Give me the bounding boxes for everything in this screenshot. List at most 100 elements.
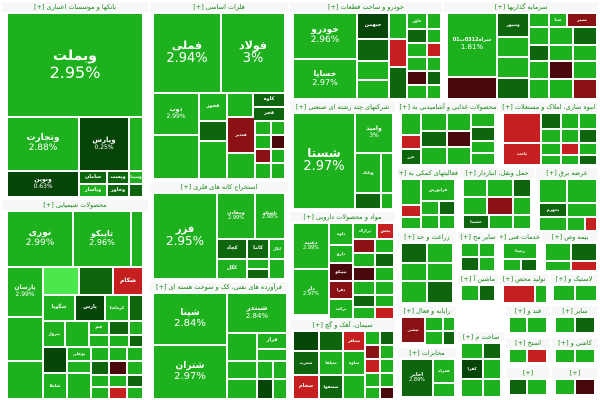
tile[interactable] xyxy=(376,254,393,266)
tile[interactable] xyxy=(248,270,268,278)
tile[interactable] xyxy=(472,154,494,164)
tile[interactable] xyxy=(562,156,578,164)
tile[interactable] xyxy=(426,318,442,330)
tile[interactable] xyxy=(256,122,270,134)
tile-تاپیکو[interactable]: تاپیکو 2.96% xyxy=(74,212,130,266)
tile-درازک[interactable]: درازک xyxy=(354,224,376,238)
tile[interactable] xyxy=(428,58,440,70)
tile-اخابر[interactable]: اخابر 2.89% xyxy=(402,360,432,396)
tile[interactable] xyxy=(546,262,570,270)
tile-ثاخت[interactable]: ثاخت xyxy=(504,144,540,164)
tile[interactable] xyxy=(402,218,420,228)
tile[interactable] xyxy=(408,30,426,42)
tile[interactable] xyxy=(390,14,406,38)
tile[interactable] xyxy=(294,332,318,350)
tile-شتران[interactable]: شتران 2.97% xyxy=(154,346,226,398)
tile[interactable] xyxy=(550,80,572,98)
tile[interactable] xyxy=(530,80,548,98)
tile[interactable] xyxy=(434,384,454,396)
section-header-petroleum[interactable]: فرآورده های نفتی، کک و سوخت هسته ای [+] xyxy=(150,282,288,292)
tile[interactable] xyxy=(572,244,596,260)
tile[interactable] xyxy=(110,336,128,346)
tile-شاملا[interactable]: شاملا xyxy=(44,374,66,398)
tile[interactable] xyxy=(510,380,526,394)
section-header-food[interactable]: محصولات غذایی و آشامیدنی به [+] xyxy=(398,102,498,112)
tile[interactable] xyxy=(444,332,454,344)
tile-پخش[interactable]: پخش xyxy=(378,224,393,238)
tile[interactable] xyxy=(550,46,572,60)
tile[interactable] xyxy=(408,44,426,56)
tile-شبندر[interactable]: شبندر 2.84% xyxy=(228,294,286,332)
tile[interactable] xyxy=(110,388,126,398)
tile-خودرو[interactable]: خودرو 2.96% xyxy=(294,14,356,58)
tile[interactable] xyxy=(390,40,406,66)
tile[interactable] xyxy=(554,286,574,300)
tile-خاور[interactable]: خاور xyxy=(408,14,426,28)
section-header-micro-1[interactable]: [+] xyxy=(506,368,550,378)
tile-شگویا[interactable]: شگویا xyxy=(44,296,74,320)
tile-بوعلی[interactable]: بوعلی xyxy=(68,348,90,360)
tile[interactable] xyxy=(480,258,494,270)
tile[interactable] xyxy=(556,350,574,362)
section-header-manufacturing[interactable]: تولید محص [+] xyxy=(500,274,548,284)
tile[interactable] xyxy=(422,132,446,146)
tile[interactable] xyxy=(358,40,388,60)
tile-رمپنا[interactable]: رمپنا xyxy=(504,244,536,258)
tile[interactable] xyxy=(354,268,374,280)
tile-نوری[interactable]: نوری 2.99% xyxy=(8,212,72,266)
tile[interactable] xyxy=(366,374,379,386)
tile[interactable] xyxy=(228,380,256,398)
tile[interactable] xyxy=(586,218,596,230)
tile[interactable] xyxy=(402,244,426,262)
section-header-tech-services[interactable]: خدمات فنی [+] xyxy=(500,232,540,242)
tile[interactable] xyxy=(568,180,596,202)
tile-وتجارت[interactable]: وتجارت 2.88% xyxy=(8,118,78,170)
tile[interactable] xyxy=(428,264,452,280)
tile[interactable] xyxy=(484,344,500,358)
tile[interactable] xyxy=(568,218,584,230)
tile[interactable] xyxy=(110,376,126,386)
tile[interactable] xyxy=(272,150,284,162)
tile-کاوه[interactable]: کاوه xyxy=(254,94,284,106)
tile[interactable] xyxy=(128,348,142,360)
tile[interactable] xyxy=(110,322,128,334)
tile[interactable] xyxy=(540,218,566,230)
tile[interactable] xyxy=(256,136,270,148)
section-header-transport[interactable]: حمل ونقل، انباردار [+] xyxy=(460,168,534,178)
tile-حسینا[interactable]: حسینا xyxy=(464,216,488,228)
tile[interactable] xyxy=(200,122,226,140)
tile-کرماشا[interactable]: کرماشا xyxy=(106,296,128,320)
section-header-metals[interactable]: فلزات اساسی [+] xyxy=(150,2,288,12)
tile[interactable] xyxy=(258,380,272,398)
tile-فزر[interactable]: فزر 2.95% xyxy=(154,194,216,278)
tile[interactable] xyxy=(90,336,108,346)
tile[interactable] xyxy=(358,62,388,79)
tile[interactable] xyxy=(562,130,578,142)
tile[interactable] xyxy=(422,114,446,130)
tile[interactable] xyxy=(542,114,560,128)
tile[interactable] xyxy=(528,380,546,394)
tile[interactable] xyxy=(258,362,272,378)
tile-وخاور[interactable]: وخاور xyxy=(108,185,128,196)
tile[interactable] xyxy=(274,362,286,378)
tile[interactable] xyxy=(381,374,393,386)
tile[interactable] xyxy=(448,132,470,146)
tile[interactable] xyxy=(514,216,530,228)
tile[interactable] xyxy=(530,62,548,78)
tile-برکت[interactable]: برکت xyxy=(330,300,352,318)
tile[interactable] xyxy=(528,318,546,332)
section-header-machinery[interactable]: ماشین آ [+] xyxy=(458,274,498,284)
tile[interactable] xyxy=(542,130,560,142)
tile[interactable] xyxy=(550,28,572,44)
tile[interactable] xyxy=(484,360,500,378)
tile-سجام[interactable]: سجام xyxy=(294,376,318,398)
tile[interactable] xyxy=(580,114,596,128)
tile[interactable] xyxy=(580,144,596,154)
tile[interactable] xyxy=(576,350,594,362)
section-header-rubber[interactable]: لاستیک و [+] xyxy=(550,274,598,284)
section-header-real-estate[interactable]: انبوه سازی، املاک و مستغلات [+] xyxy=(500,102,598,112)
tile[interactable] xyxy=(408,58,426,70)
tile-صبا[interactable]: صبا xyxy=(550,14,566,26)
tile[interactable] xyxy=(376,240,393,252)
tile[interactable] xyxy=(354,308,374,318)
